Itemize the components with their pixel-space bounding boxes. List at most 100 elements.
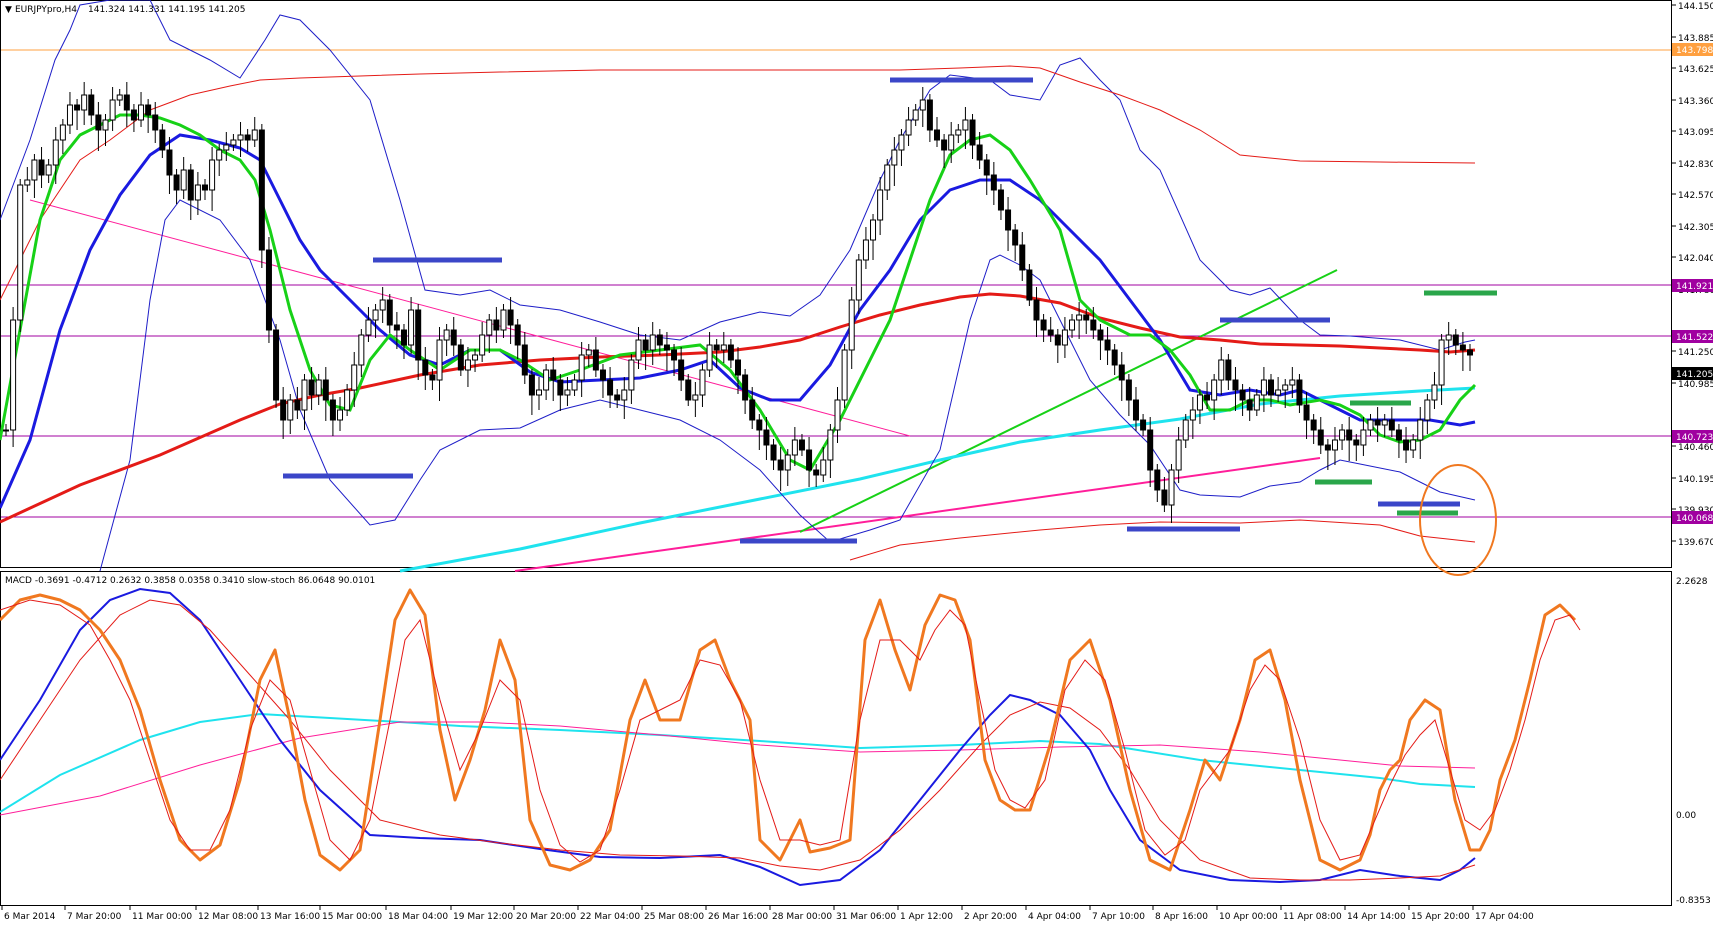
candle-bearish	[1132, 399, 1139, 421]
candlesticks[interactable]	[3, 82, 1473, 523]
candle-bullish	[628, 359, 635, 391]
candle-bearish	[429, 374, 436, 381]
candle-bullish	[443, 329, 450, 341]
candle-bearish	[280, 399, 287, 421]
time-tick-label: 4 Apr 04:00	[1028, 912, 1081, 922]
highlight-circle	[1419, 464, 1497, 576]
candle-bullish	[564, 389, 571, 396]
candle-bearish	[457, 344, 464, 371]
candle-bearish	[678, 359, 685, 381]
tag-current-price: 141.205	[1676, 370, 1713, 380]
candle-bullish	[1182, 419, 1189, 441]
candle-bearish	[1388, 419, 1395, 431]
candle-bearish	[1310, 419, 1317, 431]
candle-bullish	[919, 99, 926, 111]
price-tick-label: 140.460	[1678, 443, 1713, 453]
candle-bullish	[848, 299, 855, 351]
indicator-panel[interactable]	[0, 571, 1672, 906]
price-tick-label: 143.360	[1678, 97, 1713, 107]
candle-bullish	[877, 189, 884, 221]
candle-bearish	[173, 174, 180, 191]
stochastic-signal-red	[0, 599, 1581, 863]
candle-bullish	[912, 109, 919, 121]
candle-bullish	[791, 439, 798, 456]
candle-bullish	[536, 389, 543, 396]
trendline-green-up[interactable]	[799, 269, 1338, 533]
candle-bearish	[1225, 359, 1232, 381]
candle-bearish	[749, 399, 756, 421]
candle-bullish	[365, 319, 372, 336]
candle-bullish	[635, 339, 642, 361]
time-tick-label: 7 Apr 10:00	[1092, 912, 1145, 922]
time-tick-label: 11 Mar 00:00	[132, 912, 192, 922]
candle-bearish	[742, 374, 749, 401]
candle-bearish	[329, 399, 336, 421]
candle-bearish	[941, 139, 948, 151]
candle-bullish	[472, 354, 479, 361]
candle-bullish	[706, 344, 713, 371]
trendline-magenta-up[interactable]	[514, 457, 1321, 572]
candle-bullish	[315, 379, 322, 396]
price-tick-label: 143.625	[1678, 65, 1713, 75]
candle-bearish	[273, 329, 280, 401]
candle-bearish	[798, 439, 805, 451]
candle-bearish	[1317, 429, 1324, 446]
candle-bearish	[521, 344, 528, 376]
price-tick-label: 140.985	[1678, 380, 1713, 390]
time-tick-label: 2 Apr 20:00	[964, 912, 1017, 922]
candle-bearish	[926, 99, 933, 131]
candle-bullish	[102, 119, 109, 131]
candle-bearish	[244, 134, 251, 141]
candle-bullish	[891, 149, 898, 166]
candle-bullish	[351, 364, 358, 391]
candle-bearish	[1047, 329, 1054, 336]
candle-bullish	[1175, 439, 1182, 471]
candle-bearish	[813, 469, 820, 476]
candle-bearish	[592, 349, 599, 371]
candle-bullish	[1069, 319, 1076, 331]
candle-bearish	[159, 129, 166, 151]
candle-bullish	[237, 134, 244, 141]
candle-bullish	[251, 129, 258, 141]
candle-bullish	[1410, 439, 1417, 451]
time-axis: 6 Mar 2014 7 Mar 20:00 11 Mar 00:00 12 Mar …	[1, 906, 1534, 922]
price-tick-label: 142.570	[1678, 191, 1713, 201]
candle-bullish	[500, 309, 507, 331]
candle-bearish	[74, 104, 81, 111]
time-tick-label: 10 Apr 00:00	[1219, 912, 1278, 922]
candle-bullish	[827, 429, 834, 461]
candle-bullish	[479, 334, 486, 356]
candle-bullish	[138, 104, 145, 121]
price-tick-label: 143.095	[1678, 128, 1713, 138]
candle-bullish	[230, 139, 237, 146]
candle-bullish	[216, 149, 223, 161]
candle-bullish	[45, 164, 52, 176]
price-panel[interactable]	[0, 0, 1672, 568]
price-tick-label: 142.040	[1678, 254, 1713, 264]
candle-bearish	[557, 379, 564, 396]
sr-marks	[283, 77, 1497, 544]
candle-bullish	[1417, 419, 1424, 441]
sma-red-envelope-lower	[849, 519, 1476, 561]
candle-bearish	[1019, 244, 1026, 271]
tag-141522: 141.522	[1676, 333, 1713, 343]
time-tick-label: 25 Mar 08:00	[644, 912, 704, 922]
time-tick-label: 22 Mar 04:00	[580, 912, 640, 922]
candle-bullish	[955, 129, 962, 136]
candle-bearish	[1324, 444, 1331, 451]
candle-bullish	[962, 119, 969, 131]
candle-bearish	[1111, 349, 1118, 366]
candle-bullish	[17, 184, 24, 321]
candle-bullish	[585, 349, 592, 356]
candle-bearish	[713, 344, 720, 351]
candle-bearish	[507, 309, 514, 326]
time-tick-label: 6 Mar 2014	[4, 912, 56, 922]
candle-bearish	[528, 374, 535, 396]
candle-bearish	[735, 359, 741, 376]
ohlc-values: 141.324 141.331 141.195 141.205	[88, 5, 245, 15]
candle-bullish	[194, 184, 201, 201]
candle-bullish	[52, 139, 59, 166]
collapse-arrow-icon[interactable]: ▼	[5, 5, 12, 15]
candle-bearish	[656, 334, 663, 346]
